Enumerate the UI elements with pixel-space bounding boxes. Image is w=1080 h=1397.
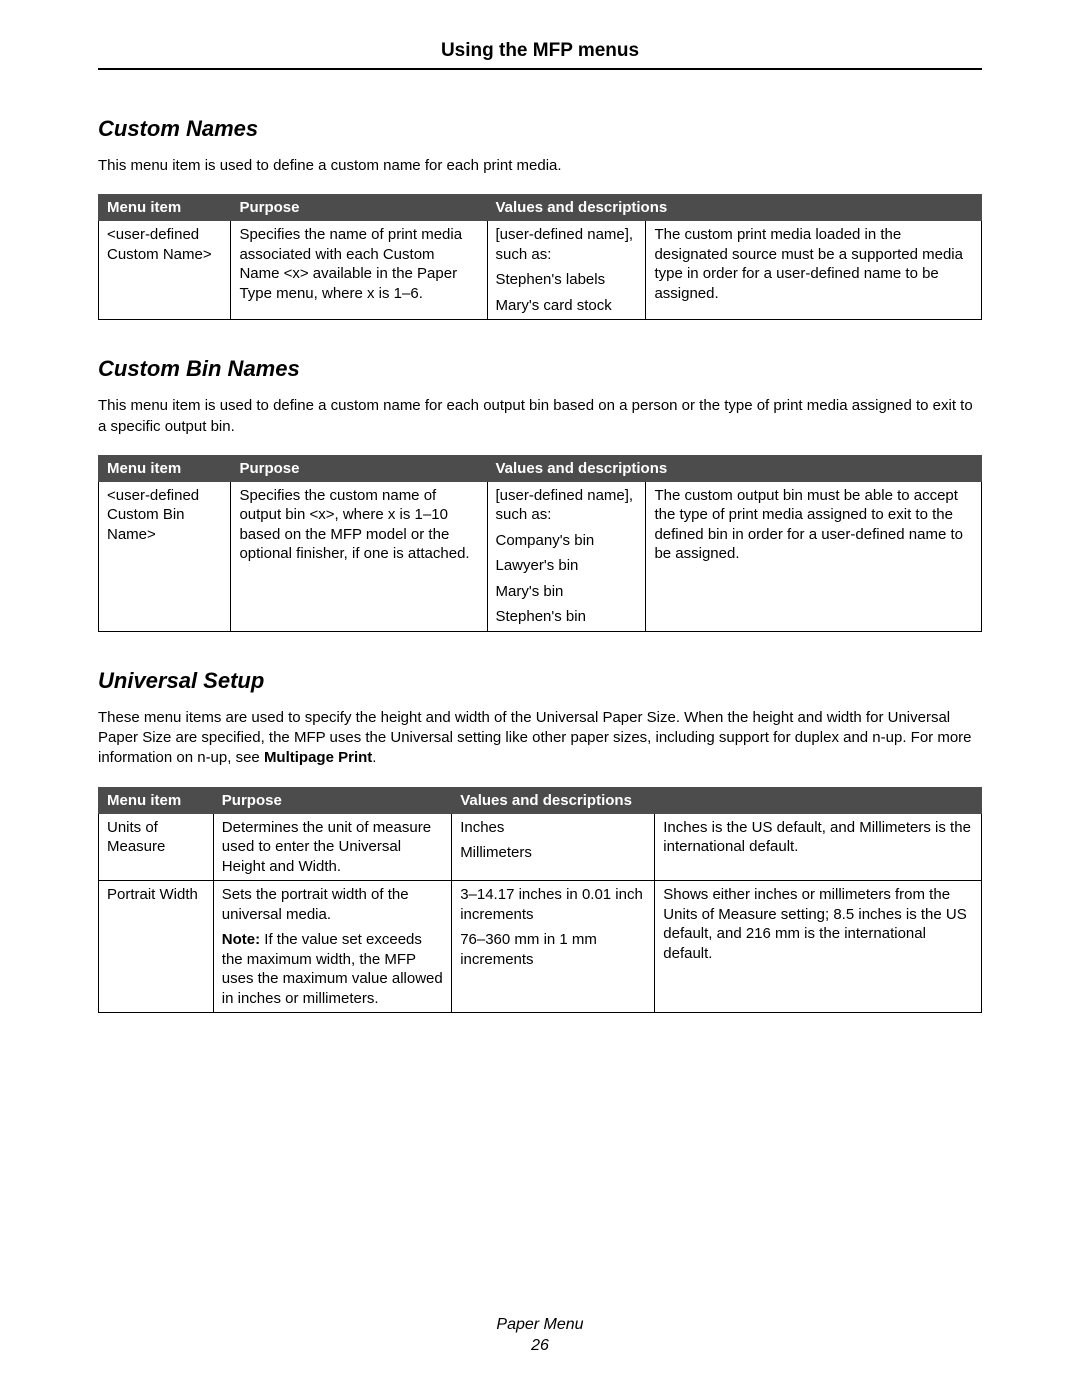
- value-line: Millimeters: [460, 843, 646, 863]
- col-purpose: Purpose: [231, 195, 487, 221]
- col-purpose: Purpose: [213, 787, 451, 813]
- table-header-row: Menu item Purpose Values and description…: [99, 195, 982, 221]
- table-custom-bin: Menu item Purpose Values and description…: [98, 455, 982, 632]
- table-header-row: Menu item Purpose Values and description…: [99, 455, 982, 481]
- page-footer: Paper Menu 26: [0, 1315, 1080, 1357]
- value-line: Stephen's bin: [496, 607, 638, 627]
- intro-text-2: .: [372, 749, 376, 766]
- page: Using the MFP menus Custom Names This me…: [0, 0, 1080, 1397]
- cell-purpose: Sets the portrait width of the universal…: [213, 881, 451, 1013]
- cell-values: Inches Millimeters: [452, 813, 655, 881]
- section-title-custom-names: Custom Names: [98, 116, 982, 142]
- cell-description: The custom print media loaded in the des…: [646, 221, 982, 320]
- col-menu-item: Menu item: [99, 455, 231, 481]
- table-row: <user-defined Custom Name> Specifies the…: [99, 221, 982, 320]
- section-title-custom-bin: Custom Bin Names: [98, 356, 982, 382]
- intro-custom-names: This menu item is used to define a custo…: [98, 156, 982, 176]
- footer-label: Paper Menu: [496, 1316, 583, 1333]
- table-row: Units of Measure Determines the unit of …: [99, 813, 982, 881]
- cell-menu-item: <user-defined Custom Name>: [99, 221, 231, 320]
- value-line: [user-defined name], such as:: [496, 225, 638, 264]
- cell-purpose: Specifies the custom name of output bin …: [231, 481, 487, 631]
- intro-bold: Multipage Print: [264, 749, 372, 766]
- note-label: Note:: [222, 931, 260, 948]
- value-line: Inches: [460, 818, 646, 838]
- cell-values: [user-defined name], such as: Company's …: [487, 481, 646, 631]
- purpose-note: Note: If the value set exceeds the maxim…: [222, 930, 443, 1008]
- col-menu-item: Menu item: [99, 195, 231, 221]
- cell-menu-item: Portrait Width: [99, 881, 214, 1013]
- cell-description: Inches is the US default, and Millimeter…: [655, 813, 982, 881]
- value-line: Stephen's labels: [496, 270, 638, 290]
- cell-description: Shows either inches or millimeters from …: [655, 881, 982, 1013]
- value-line: Mary's card stock: [496, 296, 638, 316]
- value-line: 76–360 mm in 1 mm increments: [460, 930, 646, 969]
- value-line: Mary's bin: [496, 582, 638, 602]
- cell-values: [user-defined name], such as: Stephen's …: [487, 221, 646, 320]
- col-values: Values and descriptions: [452, 787, 982, 813]
- col-values: Values and descriptions: [487, 455, 982, 481]
- cell-purpose: Specifies the name of print media associ…: [231, 221, 487, 320]
- cell-menu-item: Units of Measure: [99, 813, 214, 881]
- cell-description: The custom output bin must be able to ac…: [646, 481, 982, 631]
- intro-custom-bin: This menu item is used to define a custo…: [98, 396, 982, 437]
- chapter-heading: Using the MFP menus: [98, 40, 982, 62]
- table-row: Portrait Width Sets the portrait width o…: [99, 881, 982, 1013]
- table-custom-names: Menu item Purpose Values and description…: [98, 194, 982, 320]
- intro-text: These menu items are used to specify the…: [98, 709, 972, 767]
- col-values: Values and descriptions: [487, 195, 982, 221]
- table-row: <user-defined Custom Bin Name> Specifies…: [99, 481, 982, 631]
- chapter-rule: [98, 68, 982, 70]
- table-universal: Menu item Purpose Values and description…: [98, 787, 982, 1014]
- col-purpose: Purpose: [231, 455, 487, 481]
- value-line: Lawyer's bin: [496, 556, 638, 576]
- footer-page-number: 26: [531, 1337, 549, 1354]
- table-header-row: Menu item Purpose Values and description…: [99, 787, 982, 813]
- value-line: [user-defined name], such as:: [496, 486, 638, 525]
- value-line: 3–14.17 inches in 0.01 inch increments: [460, 885, 646, 924]
- cell-purpose: Determines the unit of measure used to e…: [213, 813, 451, 881]
- value-line: Company's bin: [496, 531, 638, 551]
- cell-menu-item: <user-defined Custom Bin Name>: [99, 481, 231, 631]
- col-menu-item: Menu item: [99, 787, 214, 813]
- purpose-line: Sets the portrait width of the universal…: [222, 885, 443, 924]
- cell-values: 3–14.17 inches in 0.01 inch increments 7…: [452, 881, 655, 1013]
- section-title-universal: Universal Setup: [98, 668, 982, 694]
- intro-universal: These menu items are used to specify the…: [98, 708, 982, 769]
